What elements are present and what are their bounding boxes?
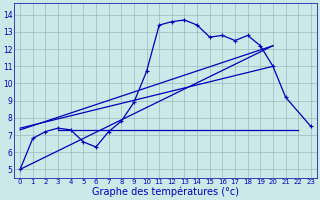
X-axis label: Graphe des températures (°c): Graphe des températures (°c) [92, 187, 239, 197]
